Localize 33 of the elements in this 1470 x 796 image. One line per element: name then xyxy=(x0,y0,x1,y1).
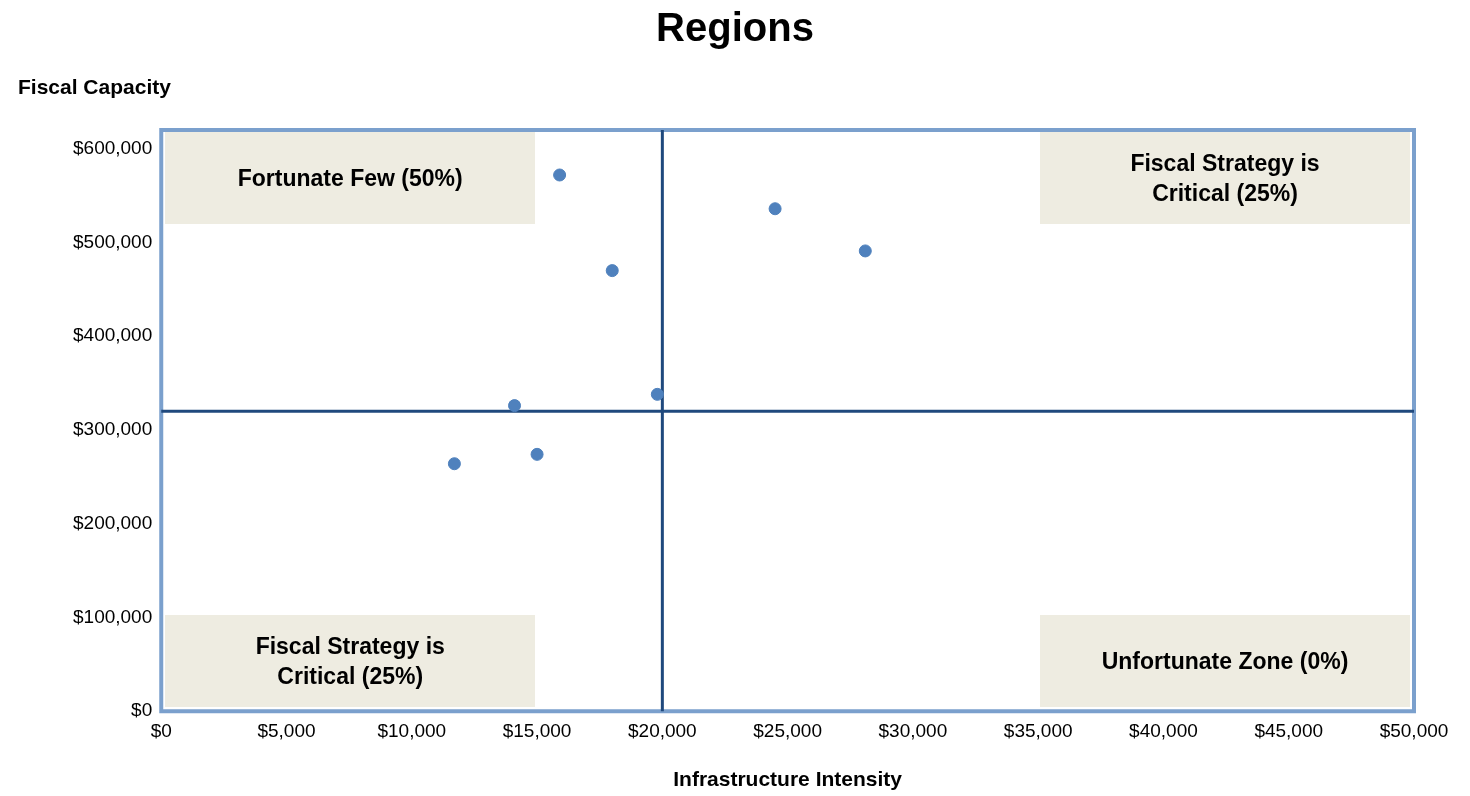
y-tick-label: $400,000 xyxy=(73,324,153,346)
point xyxy=(553,168,567,182)
y-tick-label: $0 xyxy=(131,699,153,721)
x-tick-label: $50,000 xyxy=(1379,719,1449,741)
y-axis-title: Fiscal Capacity xyxy=(18,74,172,98)
y-tick-label: $300,000 xyxy=(73,418,153,440)
x-tick-label: $35,000 xyxy=(1003,719,1073,741)
point xyxy=(768,202,782,216)
x-tick-label: $20,000 xyxy=(628,719,697,741)
point xyxy=(650,387,664,401)
point xyxy=(858,244,872,258)
chart-title: Regions xyxy=(656,5,814,50)
point xyxy=(605,264,619,278)
point xyxy=(508,399,522,413)
y-tick-label: $500,000 xyxy=(73,230,153,252)
x-tick-label: $45,000 xyxy=(1254,719,1324,741)
label-box: Fiscal Strategy is Critical (25%) xyxy=(165,615,536,708)
x-tick-label: $40,000 xyxy=(1129,719,1198,741)
y-tick-label: $100,000 xyxy=(73,605,153,627)
label-box: Fortunate Few (50%) xyxy=(165,132,536,224)
x-tick-label: $30,000 xyxy=(878,719,948,741)
y-tick-label: $200,000 xyxy=(73,511,153,533)
x-tick-label: $0 xyxy=(150,719,172,741)
x-axis-title: Infrastructure Intensity xyxy=(673,766,903,790)
x-tick-label: $10,000 xyxy=(377,719,447,741)
x-tick-label: $25,000 xyxy=(753,719,822,741)
point xyxy=(447,457,461,471)
label-box: Fiscal Strategy is Critical (25%) xyxy=(1040,132,1410,224)
label-box: Unfortunate Zone (0%) xyxy=(1040,615,1410,708)
x-tick-label: $15,000 xyxy=(502,719,572,741)
point xyxy=(530,447,544,461)
y-tick-label: $600,000 xyxy=(73,136,153,158)
x-tick-label: $5,000 xyxy=(257,719,316,741)
